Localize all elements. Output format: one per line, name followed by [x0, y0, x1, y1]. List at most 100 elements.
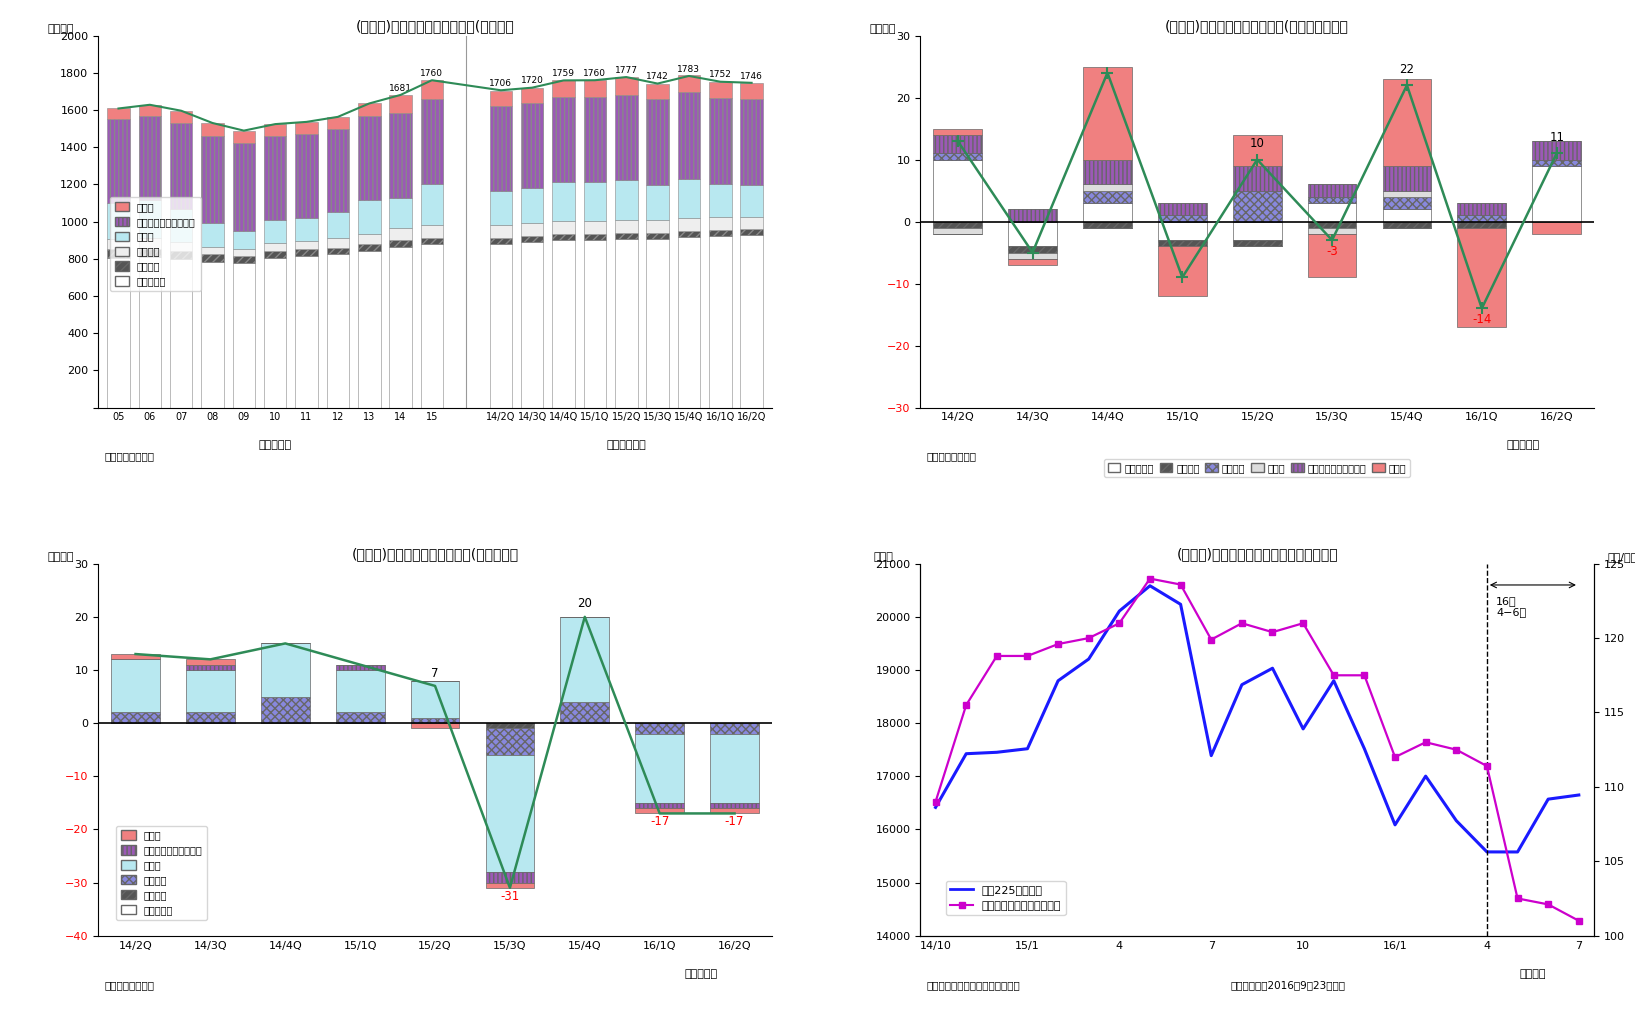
Bar	[1158, 222, 1207, 240]
Text: 20: 20	[577, 597, 592, 610]
ドル円レート（右メモリ）	[1539, 898, 1558, 910]
Bar	[170, 123, 193, 208]
Text: 10: 10	[1249, 137, 1264, 151]
Bar	[410, 680, 459, 718]
Bar	[232, 143, 255, 231]
Text: （四半期）: （四半期）	[685, 968, 718, 978]
Bar	[1233, 135, 1282, 166]
Bar	[741, 217, 764, 229]
Bar	[934, 228, 983, 234]
Bar	[522, 223, 543, 236]
ドル円レート（右メモリ）	[1416, 736, 1436, 749]
日経225平均株価	[1048, 674, 1068, 686]
Bar	[677, 231, 700, 237]
ドル円レート（右メモリ）	[1079, 632, 1099, 644]
日経225平均株価	[1079, 653, 1099, 665]
Bar	[1457, 216, 1506, 222]
ドル円レート（右メモリ）	[1570, 914, 1589, 926]
Bar	[296, 134, 317, 218]
Bar	[741, 82, 764, 99]
Text: -17: -17	[724, 816, 744, 828]
ドル円レート（右メモリ）	[1447, 743, 1467, 756]
Bar	[170, 242, 193, 251]
Text: 1720: 1720	[522, 76, 544, 85]
Bar	[615, 77, 638, 95]
Bar	[1457, 203, 1506, 216]
ドル円レート（右メモリ）	[1171, 579, 1190, 591]
Bar	[420, 225, 443, 238]
Bar	[232, 231, 255, 249]
Bar	[232, 255, 255, 263]
Title: (図表２)　家計の金融資産増減(フローの動き）: (図表２) 家計の金融資産増減(フローの動き）	[1166, 19, 1349, 33]
ドル円レート（右メモリ）	[1202, 634, 1221, 646]
Bar	[561, 617, 610, 702]
Bar	[489, 238, 512, 244]
Bar	[232, 263, 255, 408]
Bar	[1457, 222, 1506, 228]
Bar	[327, 254, 350, 408]
Bar	[358, 104, 381, 116]
Bar	[1308, 228, 1357, 234]
Bar	[186, 665, 235, 670]
ドル円レート（右メモリ）	[956, 699, 976, 711]
Bar	[584, 221, 607, 234]
Bar	[522, 103, 543, 187]
Bar	[263, 243, 286, 251]
Bar	[111, 654, 160, 659]
日経225平均株価	[1233, 678, 1252, 691]
日経225平均株価	[1385, 819, 1404, 831]
Bar	[710, 802, 759, 809]
Text: （年月）: （年月）	[1521, 968, 1547, 978]
ドル円レート（右メモリ）	[925, 795, 945, 807]
Text: 1760: 1760	[584, 69, 607, 78]
Bar	[1009, 258, 1056, 265]
Bar	[522, 87, 543, 103]
日経225平均株価	[925, 801, 945, 814]
Bar	[139, 200, 162, 238]
日経225平均株価	[1507, 846, 1527, 858]
Bar	[186, 713, 235, 723]
Bar	[232, 249, 255, 255]
Bar	[139, 116, 162, 200]
Bar	[335, 713, 384, 723]
Bar	[522, 236, 543, 242]
Bar	[1158, 216, 1207, 222]
Bar	[934, 160, 983, 222]
Bar	[296, 218, 317, 241]
Bar	[335, 670, 384, 713]
Text: -14: -14	[1472, 312, 1491, 325]
Bar	[584, 240, 607, 408]
ドル円レート（右メモリ）	[1233, 617, 1252, 630]
Bar	[486, 728, 535, 755]
Bar	[201, 136, 224, 223]
Bar	[741, 185, 764, 217]
Bar	[420, 184, 443, 225]
Bar	[1383, 210, 1431, 222]
Bar	[710, 98, 731, 184]
Bar	[486, 755, 535, 872]
Bar	[108, 109, 129, 119]
Bar	[262, 644, 309, 697]
Bar	[646, 239, 669, 408]
Bar	[646, 185, 669, 221]
Bar	[1308, 234, 1357, 278]
Bar	[584, 234, 607, 240]
Bar	[170, 251, 193, 259]
日経225平均株価	[1262, 662, 1282, 674]
Bar	[201, 262, 224, 408]
Bar	[561, 702, 610, 723]
日経225平均株価	[1171, 598, 1190, 610]
Bar	[486, 872, 535, 883]
Bar	[296, 241, 317, 249]
Bar	[489, 244, 512, 408]
Bar	[111, 713, 160, 723]
Bar	[741, 235, 764, 408]
Text: 1746: 1746	[741, 71, 764, 80]
ドル円レート（右メモリ）	[1110, 617, 1130, 630]
Bar	[615, 233, 638, 239]
Bar	[1532, 166, 1581, 222]
Bar	[615, 180, 638, 220]
日経225平均株価	[1539, 793, 1558, 805]
Bar	[420, 244, 443, 408]
Bar	[584, 182, 607, 221]
